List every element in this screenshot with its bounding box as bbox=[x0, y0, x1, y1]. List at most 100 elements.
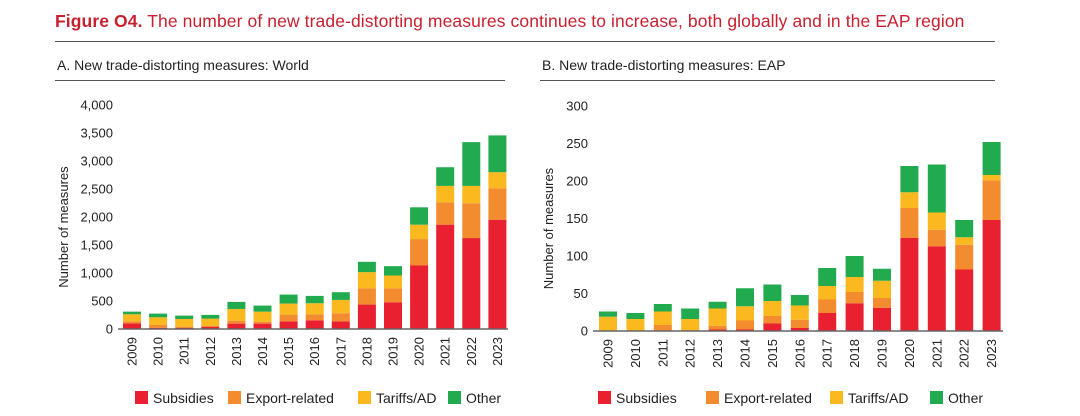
panel-a-ytick-label: 3,000 bbox=[80, 154, 113, 169]
panel-a-bar-subsidies-2022 bbox=[462, 238, 481, 329]
panel-a-bar-other-2013 bbox=[227, 301, 246, 309]
panel-b-bar-tariffs-ad-2018 bbox=[845, 277, 864, 292]
panel-b-bar-subsidies-2019 bbox=[873, 307, 891, 331]
panel-a-bar-subsidies-2014 bbox=[253, 323, 272, 329]
panel-a-xtick-label: 2022 bbox=[464, 337, 479, 366]
panel-a-bar-tariffs-ad-2018 bbox=[357, 272, 376, 289]
panel-a-xtick-label: 2011 bbox=[177, 337, 192, 365]
panel-a-ytick-label: 2,500 bbox=[80, 182, 113, 197]
panel-b-bar-subsidies-2017 bbox=[818, 313, 837, 331]
panel-b-bar-tariffs-ad-2022 bbox=[955, 237, 974, 245]
panel-a-bar-tariffs-ad-2014 bbox=[253, 311, 272, 322]
panel-b-bar-tariffs-ad-2016 bbox=[790, 305, 809, 320]
panel-a-bar-subsidies-2009 bbox=[123, 323, 141, 329]
panel-b-bar-other-2017 bbox=[818, 268, 837, 286]
panel-b-xtick-label: 2012 bbox=[683, 339, 698, 368]
panel-a-bar-tariffs-ad-2020 bbox=[410, 224, 429, 240]
panel-a-bar-subsidies-2013 bbox=[227, 323, 246, 329]
panel-b-legend-swatch-tariffs-ad bbox=[830, 391, 843, 404]
panel-a-bar-other-2016 bbox=[305, 295, 324, 304]
panel-a-xtick-label: 2020 bbox=[412, 337, 427, 366]
panel-b-ytick-label: 100 bbox=[566, 249, 588, 264]
panel-a-xtick-label: 2019 bbox=[386, 337, 401, 366]
panel-a-bar-tariffs-ad-2009 bbox=[123, 314, 141, 322]
panel-a-bar-tariffs-ad-2019 bbox=[384, 275, 402, 289]
panel-b-xtick-label: 2014 bbox=[738, 339, 753, 368]
panel-b-bar-other-2021 bbox=[927, 164, 946, 213]
panel-a-bar-subsidies-2012 bbox=[201, 326, 220, 329]
panel-a-bar-other-2020 bbox=[410, 207, 429, 225]
panel-b-bar-export-related-2019 bbox=[873, 298, 891, 308]
panel-b-ytick-label: 200 bbox=[566, 174, 588, 189]
panel-b-bar-tariffs-ad-2023 bbox=[982, 175, 1001, 181]
panel-a-bar-export-related-2016 bbox=[305, 314, 324, 321]
panel-a-bar-subsidies-2019 bbox=[384, 302, 402, 329]
panel-b-bar-subsidies-2015 bbox=[763, 323, 782, 331]
panel-a-bar-tariffs-ad-2022 bbox=[462, 185, 481, 204]
panel-a-bar-tariffs-ad-2021 bbox=[436, 185, 455, 203]
panel-b-bar-export-related-2021 bbox=[927, 229, 946, 247]
panel-a-ytick-label: 0 bbox=[106, 322, 113, 337]
panel-b-xtick-label: 2019 bbox=[875, 339, 890, 368]
panel-a-bar-subsidies-2016 bbox=[305, 320, 324, 329]
panel-a-bar-subsidies-2015 bbox=[279, 321, 298, 329]
panel-a-bar-other-2012 bbox=[201, 314, 220, 319]
panel-b-bar-subsidies-2022 bbox=[955, 269, 974, 331]
panel-a-bar-other-2022 bbox=[462, 142, 481, 186]
panel-b-xtick-label: 2017 bbox=[820, 339, 835, 368]
panel-b-bar-other-2011 bbox=[653, 304, 672, 312]
panel-a-xtick-label: 2016 bbox=[307, 337, 322, 366]
panel-a-bar-export-related-2015 bbox=[279, 314, 298, 322]
panel-a-ytick-label: 2,000 bbox=[80, 210, 113, 225]
panel-a-bar-export-related-2017 bbox=[331, 313, 350, 322]
panel-a-bar-other-2017 bbox=[331, 292, 350, 300]
panel-b-xtick-label: 2018 bbox=[847, 339, 862, 368]
panel-b-title: B. New trade-distorting measures: EAP bbox=[542, 57, 786, 73]
panel-a-xtick-label: 2017 bbox=[333, 337, 348, 366]
panel-b-bar-export-related-2013 bbox=[708, 325, 727, 330]
panel-a-bar-subsidies-2018 bbox=[357, 304, 376, 329]
panel-a-xtick-label: 2013 bbox=[229, 337, 244, 366]
panel-b-bar-tariffs-ad-2017 bbox=[818, 286, 837, 300]
panel-a-xtick-label: 2009 bbox=[125, 337, 140, 366]
panel-b-bar-other-2020 bbox=[900, 166, 919, 193]
panel-b-bar-other-2022 bbox=[955, 220, 974, 238]
panel-a-bar-tariffs-ad-2016 bbox=[305, 303, 324, 315]
panel-b-bar-other-2018 bbox=[845, 256, 864, 277]
panel-a-bar-export-related-2023 bbox=[488, 188, 507, 220]
panel-b-xtick-label: 2021 bbox=[929, 339, 944, 368]
panel-a-title: A. New trade-distorting measures: World bbox=[57, 57, 309, 73]
panel-a-bar-subsidies-2021 bbox=[436, 224, 455, 329]
panel-a-bar-tariffs-ad-2011 bbox=[175, 318, 194, 327]
panel-b-bar-other-2009 bbox=[599, 311, 617, 317]
panel-b-legend-label: Tariffs/AD bbox=[848, 390, 908, 406]
panel-b-bar-other-2019 bbox=[873, 268, 891, 281]
panel-b-legend-swatch-subsidies bbox=[598, 391, 611, 404]
title-rule bbox=[55, 41, 995, 42]
panel-a-bar-tariffs-ad-2013 bbox=[227, 308, 246, 321]
panel-a-bar-export-related-2011 bbox=[175, 326, 194, 328]
figure-label: Figure O4. bbox=[55, 11, 143, 31]
panel-b-rule bbox=[540, 80, 995, 81]
panel-b-legend-label: Export-related bbox=[724, 390, 812, 406]
panel-b-bar-other-2016 bbox=[790, 295, 809, 306]
panel-a-legend-swatch-subsidies bbox=[135, 391, 148, 404]
panel-a-bar-other-2021 bbox=[436, 167, 455, 186]
panel-b-bar-tariffs-ad-2009 bbox=[599, 316, 617, 331]
panel-a-rule bbox=[55, 80, 505, 81]
panel-b-bar-export-related-2020 bbox=[900, 208, 919, 238]
panel-a-legend-label: Tariffs/AD bbox=[376, 390, 436, 406]
panel-b-bar-other-2015 bbox=[763, 284, 782, 301]
panel-b-legend-label: Subsidies bbox=[616, 390, 677, 406]
panel-a-xtick-label: 2021 bbox=[438, 337, 453, 366]
panel-b-bar-export-related-2023 bbox=[982, 180, 1001, 220]
panel-b-xtick-label: 2023 bbox=[984, 339, 999, 368]
panel-b-bar-subsidies-2016 bbox=[790, 328, 809, 331]
panel-a-legend-label: Export-related bbox=[246, 390, 334, 406]
panel-b-bar-other-2012 bbox=[681, 308, 700, 319]
figure-title-text: The number of new trade-distorting measu… bbox=[147, 11, 965, 31]
panel-a-ytick-label: 1,500 bbox=[80, 238, 113, 253]
panel-b-ytick-label: 50 bbox=[574, 286, 588, 301]
panel-b-legend-swatch-export-related bbox=[706, 391, 719, 404]
